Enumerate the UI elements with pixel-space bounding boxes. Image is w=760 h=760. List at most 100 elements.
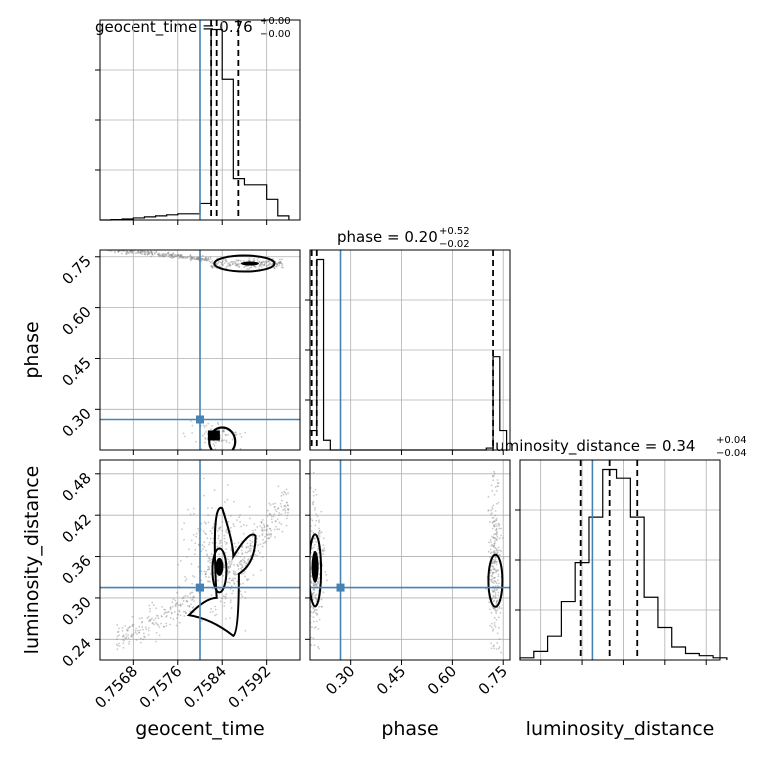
scatter-point bbox=[493, 544, 496, 547]
scatter-point bbox=[125, 250, 128, 253]
scatter-point bbox=[163, 255, 166, 257]
scatter-point bbox=[158, 254, 161, 256]
scatter-point bbox=[191, 582, 194, 585]
scatter-point bbox=[139, 252, 142, 254]
scatter-point bbox=[231, 438, 234, 441]
scatter-point bbox=[147, 615, 150, 618]
scatter-point bbox=[224, 540, 226, 543]
scatter-point bbox=[315, 513, 318, 516]
scatter-point bbox=[222, 430, 225, 433]
scatter-point bbox=[322, 591, 325, 594]
scatter-point bbox=[221, 439, 224, 441]
scatter-point bbox=[196, 256, 198, 259]
scatter-point bbox=[181, 256, 184, 259]
scatter-point bbox=[139, 250, 142, 253]
scatter-point bbox=[235, 262, 237, 265]
scatter-point bbox=[196, 257, 198, 260]
scatter-point bbox=[222, 574, 225, 577]
scatter-point bbox=[491, 589, 494, 592]
scatter-point bbox=[223, 428, 225, 431]
scatter-point bbox=[144, 626, 147, 629]
scatter-point bbox=[254, 266, 257, 268]
scatter-point bbox=[185, 600, 188, 602]
scatter-point bbox=[496, 525, 498, 528]
scatter-point bbox=[237, 552, 240, 555]
scatter-point bbox=[497, 569, 500, 572]
scatter-point bbox=[312, 582, 315, 585]
scatter-point bbox=[209, 256, 212, 258]
scatter-point bbox=[193, 258, 196, 260]
scatter-point bbox=[146, 253, 149, 256]
tick-label-y-luminosity_distance-0: 0.24 bbox=[58, 634, 94, 670]
scatter-point bbox=[249, 517, 251, 520]
scatter-point bbox=[141, 626, 144, 628]
scatter-point bbox=[171, 257, 174, 260]
scatter-point bbox=[197, 258, 200, 261]
hist-geocent-time-steps bbox=[100, 28, 290, 221]
scatter-point bbox=[144, 253, 147, 256]
scatter-point bbox=[274, 502, 277, 505]
scatter-point bbox=[498, 607, 501, 610]
scatter-point bbox=[159, 253, 161, 256]
scatter-point bbox=[168, 253, 170, 256]
scatter-point bbox=[311, 592, 314, 595]
scatter-point bbox=[206, 568, 209, 571]
scatter-point bbox=[194, 548, 197, 551]
scatter-point bbox=[147, 252, 150, 255]
scatter-point bbox=[312, 611, 315, 614]
panel-geocent-time-vs-luminosity-distance-frame bbox=[99, 459, 301, 661]
scatter-point bbox=[260, 529, 263, 532]
scatter-point bbox=[190, 257, 193, 260]
scatter-point bbox=[129, 625, 131, 628]
scatter-point bbox=[254, 265, 257, 268]
scatter-point bbox=[126, 250, 129, 253]
scatter-point bbox=[222, 430, 225, 432]
scatter-point bbox=[492, 561, 495, 564]
scatter-point bbox=[236, 265, 239, 267]
scatter-point bbox=[186, 605, 189, 607]
scatter-point bbox=[317, 549, 320, 552]
scatter-point bbox=[213, 444, 216, 447]
scatter-point bbox=[497, 522, 500, 525]
scatter-point bbox=[492, 577, 495, 580]
scatter-point bbox=[315, 584, 318, 586]
scatter-point bbox=[210, 607, 213, 610]
scatter-point bbox=[208, 541, 211, 544]
scatter-point bbox=[307, 546, 309, 548]
scatter-point bbox=[141, 250, 144, 252]
scatter-point bbox=[165, 254, 168, 257]
scatter-point bbox=[270, 263, 273, 266]
scatter-point bbox=[204, 258, 207, 260]
scatter-point bbox=[205, 259, 208, 262]
scatter-point bbox=[312, 588, 315, 591]
scatter-point bbox=[277, 261, 280, 264]
scatter-point bbox=[318, 618, 321, 621]
scatter-point bbox=[168, 254, 171, 257]
scatter-point bbox=[208, 543, 210, 546]
scatter-point bbox=[283, 490, 286, 493]
scatter-point bbox=[125, 637, 127, 640]
scatter-point bbox=[249, 544, 252, 547]
scatter-point bbox=[155, 607, 158, 610]
scatter-point bbox=[260, 261, 263, 264]
scatter-point bbox=[311, 547, 314, 550]
scatter-point bbox=[498, 605, 501, 608]
scatter-point bbox=[275, 510, 278, 513]
scatter-point bbox=[156, 253, 159, 256]
scatter-point bbox=[190, 603, 192, 606]
scatter-point bbox=[495, 502, 498, 505]
scatter-point bbox=[498, 527, 501, 530]
scatter-point bbox=[203, 259, 206, 262]
scatter-point bbox=[178, 621, 181, 624]
scatter-point bbox=[194, 553, 196, 556]
scatter-point bbox=[489, 548, 492, 551]
scatter-point bbox=[275, 520, 277, 522]
scatter-point bbox=[203, 521, 206, 523]
scatter-point bbox=[278, 528, 281, 531]
scatter-point bbox=[490, 611, 493, 614]
scatter-point bbox=[492, 475, 494, 478]
scatter-point bbox=[137, 250, 139, 253]
scatter-point bbox=[252, 531, 255, 534]
scatter-point bbox=[204, 436, 207, 439]
scatter-point bbox=[213, 266, 216, 269]
